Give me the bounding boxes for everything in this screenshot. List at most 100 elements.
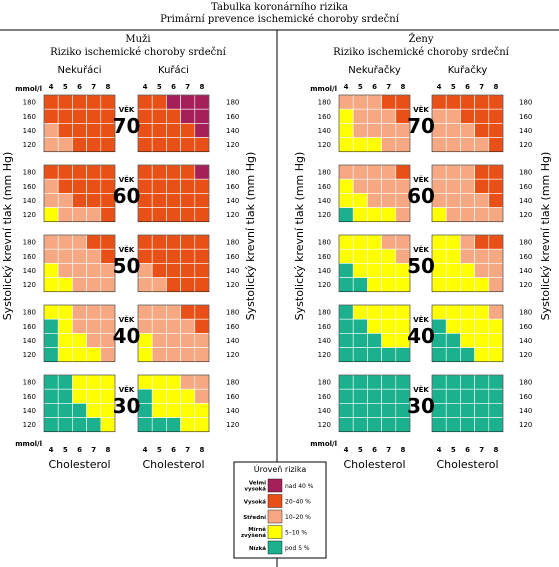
- risk-cell: [180, 234, 196, 250]
- risk-cell: [352, 403, 368, 418]
- risk-cell: [367, 207, 382, 223]
- risk-cell: [488, 193, 504, 208]
- risk-cell: [488, 234, 504, 250]
- risk-cell: [460, 137, 475, 153]
- risk-cell: [194, 347, 210, 363]
- risk-cell: [381, 94, 397, 110]
- risk-cell: [460, 277, 475, 293]
- grid-frame: [338, 164, 411, 223]
- risk-cell: [431, 304, 447, 320]
- cholesterol-tick-bottom: 7: [91, 446, 96, 454]
- legend-swatch: [267, 540, 283, 555]
- risk-cell: [367, 403, 382, 418]
- cholesterol-tick-bottom: 8: [105, 446, 110, 454]
- chart-title-line2: Primární prevence ischemické choroby srd…: [160, 14, 399, 25]
- grid-frame: [43, 94, 116, 153]
- risk-cell: [381, 123, 397, 138]
- risk-cell: [57, 108, 73, 124]
- legend-swatch: [267, 494, 283, 508]
- risk-cell: [86, 137, 102, 153]
- bp-tick-left: 160: [23, 113, 36, 121]
- risk-cell: [474, 333, 490, 348]
- risk-cell: [338, 403, 354, 418]
- risk-cell: [460, 178, 475, 194]
- risk-cell: [86, 388, 102, 404]
- cholesterol-tick-bottom: 4: [143, 446, 148, 454]
- risk-cell: [86, 234, 102, 250]
- bp-tick-left: 160: [318, 113, 331, 121]
- risk-cell: [338, 108, 354, 124]
- legend-range: pod 5 %: [285, 545, 310, 552]
- risk-cell: [474, 123, 490, 138]
- risk-cell: [445, 403, 461, 418]
- risk-cell: [460, 94, 475, 110]
- risk-cell: [352, 304, 368, 320]
- risk-cell: [338, 164, 354, 180]
- risk-cell: [488, 347, 504, 363]
- risk-cell: [166, 94, 181, 110]
- bp-tick-left: 160: [318, 323, 331, 331]
- grid-frame: [43, 374, 116, 433]
- bp-tick-right: 120: [226, 211, 239, 219]
- bp-tick-left: 180: [318, 239, 331, 247]
- bp-tick-left: 140: [23, 197, 36, 205]
- risk-cell: [57, 304, 73, 320]
- age-value: 40: [113, 324, 141, 348]
- grid-frame: [137, 94, 210, 153]
- risk-cell: [367, 234, 382, 250]
- risk-cell: [180, 417, 196, 433]
- risk-cell: [474, 417, 490, 433]
- cholesterol-tick-bottom: 5: [358, 446, 363, 454]
- cholesterol-tick-top: 6: [171, 83, 176, 91]
- risk-cell: [151, 374, 167, 390]
- risk-cell: [180, 178, 196, 194]
- risk-cell: [166, 417, 181, 433]
- risk-cell: [151, 94, 167, 110]
- risk-cell: [352, 234, 368, 250]
- bp-tick-left: 120: [318, 211, 331, 219]
- risk-cell: [137, 137, 153, 153]
- bp-tick-left: 140: [318, 407, 331, 415]
- bp-tick-right: 160: [519, 393, 532, 401]
- risk-cell: [166, 304, 181, 320]
- risk-cell: [151, 388, 167, 404]
- risk-cell: [100, 94, 116, 110]
- risk-cell: [151, 164, 167, 180]
- risk-cell: [137, 304, 153, 320]
- risk-cell: [57, 374, 73, 390]
- x-axis-label: Cholesterol: [343, 458, 405, 471]
- risk-cell: [460, 304, 475, 320]
- cholesterol-tick-bottom: 6: [77, 446, 82, 454]
- age-value: 60: [407, 184, 435, 208]
- cholesterol-tick-top: 4: [143, 83, 148, 91]
- cholesterol-tick-bottom: 7: [479, 446, 484, 454]
- risk-cell: [166, 207, 181, 223]
- risk-cell: [381, 164, 397, 180]
- risk-cell: [338, 347, 354, 363]
- risk-cell: [381, 108, 397, 124]
- risk-cell: [381, 333, 397, 348]
- risk-cell: [180, 374, 196, 390]
- risk-cell: [474, 374, 490, 390]
- legend-range: 5–10 %: [285, 530, 307, 537]
- risk-cell: [86, 108, 102, 124]
- risk-cell: [460, 333, 475, 348]
- grid-frame: [43, 164, 116, 223]
- risk-cell: [166, 234, 181, 250]
- risk-cell: [338, 333, 354, 348]
- bp-tick-left: 140: [318, 197, 331, 205]
- legend-range: nad 40 %: [285, 483, 314, 490]
- risk-cell: [194, 417, 210, 433]
- bp-tick-right: 120: [226, 351, 239, 359]
- risk-cell: [352, 417, 368, 433]
- risk-cell: [445, 234, 461, 250]
- bp-tick-left: 140: [23, 407, 36, 415]
- risk-cell: [445, 137, 461, 153]
- risk-cell: [137, 374, 153, 390]
- risk-cell: [395, 164, 411, 180]
- risk-cell: [151, 277, 167, 293]
- legend-swatch: [267, 478, 283, 493]
- risk-cell: [395, 207, 411, 223]
- grid-frame: [431, 304, 504, 363]
- risk-cell: [180, 277, 196, 293]
